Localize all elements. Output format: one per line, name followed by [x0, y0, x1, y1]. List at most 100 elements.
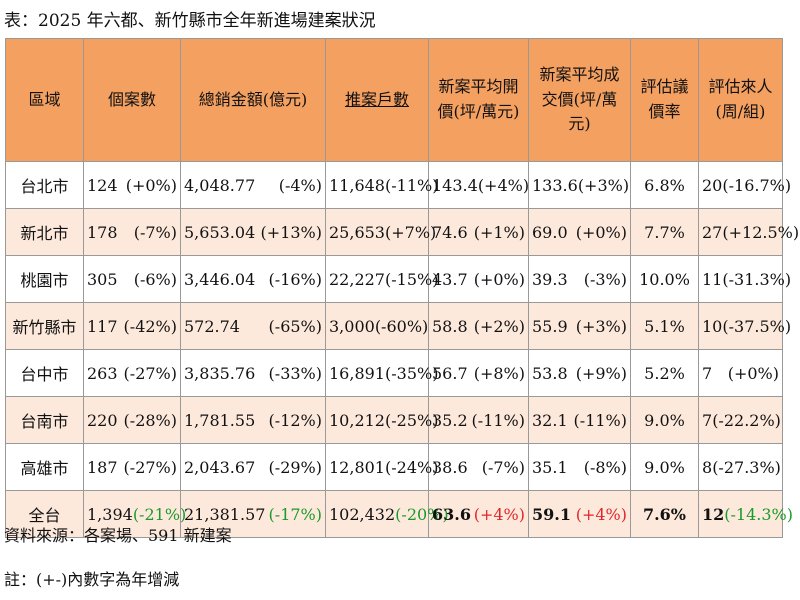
change-value: (-29%) [268, 457, 322, 477]
change-value: (+0%) [575, 222, 627, 242]
change-value: (-21%) [132, 504, 187, 524]
main-value: 3,000 [329, 316, 375, 336]
cell-content: 10,212 (-25%) [329, 411, 438, 430]
data-cell: 56.7 (+8%) [428, 349, 529, 397]
cell-content: 11 (-31.3%) [702, 269, 791, 289]
main-value: 35.2 [432, 410, 468, 430]
data-cell: 74.6 (+1%) [428, 208, 529, 256]
column-header: 個案數 [83, 38, 181, 162]
main-value: 572.74 [184, 316, 240, 336]
cell-content: 22,227 (-15%) [329, 270, 438, 289]
cell-content: 5,653.04 (+13%) [184, 223, 322, 242]
data-cell: 124 (+0%) [83, 161, 181, 209]
data-cell: 55.9 (+3%) [528, 302, 631, 350]
data-cell: 3,835.76 (-33%) [180, 349, 326, 397]
change-value: (-7%) [133, 222, 177, 242]
cell-content: 56.7 (+8%) [432, 364, 525, 383]
change-value: (-33%) [268, 363, 322, 383]
data-cell: 58.8 (+2%) [428, 302, 529, 350]
data-cell: 187 (-27%) [83, 443, 181, 491]
change-value: (-17%) [268, 504, 322, 524]
change-value: (+4%) [477, 175, 530, 195]
main-value: 6.8% [644, 175, 685, 195]
region-cell: 桃園市 [5, 255, 84, 303]
table-body: 台北市 124 (+0%) 4,048.77 (-4%) 11,648 (-11%) 143.… [5, 161, 799, 538]
cell-content: 5.2% [634, 364, 695, 383]
main-value: 43.7 [432, 269, 468, 289]
change-value: (+0%) [125, 175, 177, 195]
main-value: 263 [87, 363, 118, 383]
main-value: 35.1 [532, 457, 568, 477]
main-value: 4,048.77 [184, 175, 256, 195]
cell-content: 53.8 (+9%) [532, 364, 627, 383]
data-cell: 59.1 (+4%) [528, 490, 631, 538]
main-value: 2,043.67 [184, 457, 256, 477]
main-value: 1,781.55 [184, 410, 256, 430]
change-value: (+7%) [384, 222, 437, 242]
region-cell: 新北市 [5, 208, 84, 256]
main-value: 117 [87, 316, 118, 336]
cell-content: 39.3 (-3%) [532, 270, 627, 289]
main-value: 178 [87, 222, 118, 242]
main-value: 220 [87, 410, 118, 430]
main-value: 5,653.04 [184, 222, 256, 242]
cell-content: 11,648 (-11%) [329, 176, 438, 195]
cell-content: 263 (-27%) [87, 364, 177, 383]
cell-content: 59.1 (+4%) [532, 505, 627, 524]
data-cell: 7.7% [630, 208, 699, 256]
cell-content: 32.1 (-11%) [532, 411, 627, 430]
data-cell: 35.2 (-11%) [428, 396, 529, 444]
cell-content: 27 (+12.5%) [702, 223, 799, 242]
cell-content: 2,043.67 (-29%) [184, 458, 322, 477]
region-cell: 全台 [5, 490, 84, 538]
cell-content: 9.0% [634, 411, 695, 430]
data-cell: 133.6 (+3%) [528, 161, 631, 209]
data-cell: 6.8% [630, 161, 699, 209]
cell-content: 12 (-14.3%) [702, 505, 793, 524]
data-cell: 22,227 (-15%) [325, 255, 438, 303]
data-cell: 27 (+12.5%) [698, 208, 799, 256]
data-cell: 38.6 (-7%) [428, 443, 529, 491]
change-value: (-11%) [573, 410, 627, 430]
data-cell: 12 (-14.3%) [698, 490, 793, 538]
data-cell: 7 (-22.2%) [698, 396, 783, 444]
table-row: 桃園市 305 (-6%) 3,446.04 (-16%) 22,227 (-15%) 43.… [5, 255, 791, 303]
main-value: 69.0 [532, 222, 568, 242]
main-value: 9.0% [644, 457, 685, 477]
column-header: 區域 [5, 38, 84, 162]
column-header: 總銷金額(億元) [180, 38, 326, 162]
change-value: (-20%) [395, 504, 449, 524]
change-value: (+13%) [260, 222, 322, 242]
data-cell: 5.2% [630, 349, 699, 397]
data-cell: 5.1% [630, 302, 699, 350]
main-value: 59.1 [532, 504, 571, 524]
main-value: 5.2% [644, 363, 685, 383]
region-cell: 台中市 [5, 349, 84, 397]
cell-content: 7.7% [634, 223, 695, 242]
region-cell: 台北市 [5, 161, 84, 209]
cell-content: 133.6 (+3%) [532, 176, 629, 195]
data-cell: 7 (+0%) [698, 349, 783, 397]
cell-content: 43.7 (+0%) [432, 270, 525, 289]
cell-content: 10.0% [634, 270, 695, 289]
table-row: 台南市 220 (-28%) 1,781.55 (-12%) 10,212 (-25%) 35… [5, 396, 783, 444]
change-value: (-6%) [133, 269, 177, 289]
change-value: (-11%) [384, 175, 439, 195]
data-cell: 305 (-6%) [83, 255, 181, 303]
change-value: (-35%) [384, 363, 439, 383]
main-value: 11 [702, 269, 723, 289]
change-value: (+1%) [473, 222, 525, 242]
table-row: 高雄市 187 (-27%) 2,043.67 (-29%) 12,801 (-24%) 38… [5, 443, 783, 491]
main-value: 1,394 [87, 504, 133, 524]
change-value: (-4%) [278, 175, 322, 195]
data-cell: 2,043.67 (-29%) [180, 443, 326, 491]
cell-content: 117 (-42%) [87, 317, 177, 336]
data-cell: 12,801 (-24%) [325, 443, 438, 491]
data-cell: 10,212 (-25%) [325, 396, 438, 444]
change-value: (-16%) [268, 269, 322, 289]
data-cell: 11 (-31.3%) [698, 255, 791, 303]
data-cell: 11,648 (-11%) [325, 161, 438, 209]
change-value: (-7%) [481, 457, 525, 477]
change-value: (+9%) [575, 363, 627, 383]
